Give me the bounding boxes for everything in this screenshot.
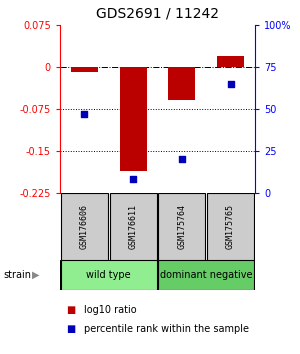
Bar [110, 193, 157, 260]
Point [179, 156, 184, 162]
Text: GSM176611: GSM176611 [129, 204, 138, 249]
Bar [120, 67, 146, 171]
Bar [207, 193, 254, 260]
Bar [169, 67, 195, 101]
Bar [158, 260, 254, 290]
Text: percentile rank within the sample: percentile rank within the sample [84, 324, 249, 334]
Point [131, 177, 136, 182]
Title: GDS2691 / 11242: GDS2691 / 11242 [96, 7, 219, 21]
Bar [61, 193, 108, 260]
Text: GSM175765: GSM175765 [226, 204, 235, 249]
Text: GSM175764: GSM175764 [177, 204, 186, 249]
Text: strain: strain [3, 270, 31, 280]
Bar [217, 56, 244, 67]
Text: wild type: wild type [86, 270, 131, 280]
Bar [158, 193, 205, 260]
Text: ▶: ▶ [32, 270, 40, 280]
Bar [158, 260, 254, 290]
Text: log10 ratio: log10 ratio [84, 305, 136, 315]
Text: dominant negative: dominant negative [160, 270, 253, 280]
Text: ■: ■ [66, 324, 75, 334]
Point [228, 81, 233, 86]
Point [82, 111, 87, 117]
Text: ■: ■ [66, 305, 75, 315]
Bar [61, 260, 157, 290]
Bar [61, 260, 157, 290]
Text: GSM176606: GSM176606 [80, 204, 89, 249]
Bar [71, 67, 98, 73]
